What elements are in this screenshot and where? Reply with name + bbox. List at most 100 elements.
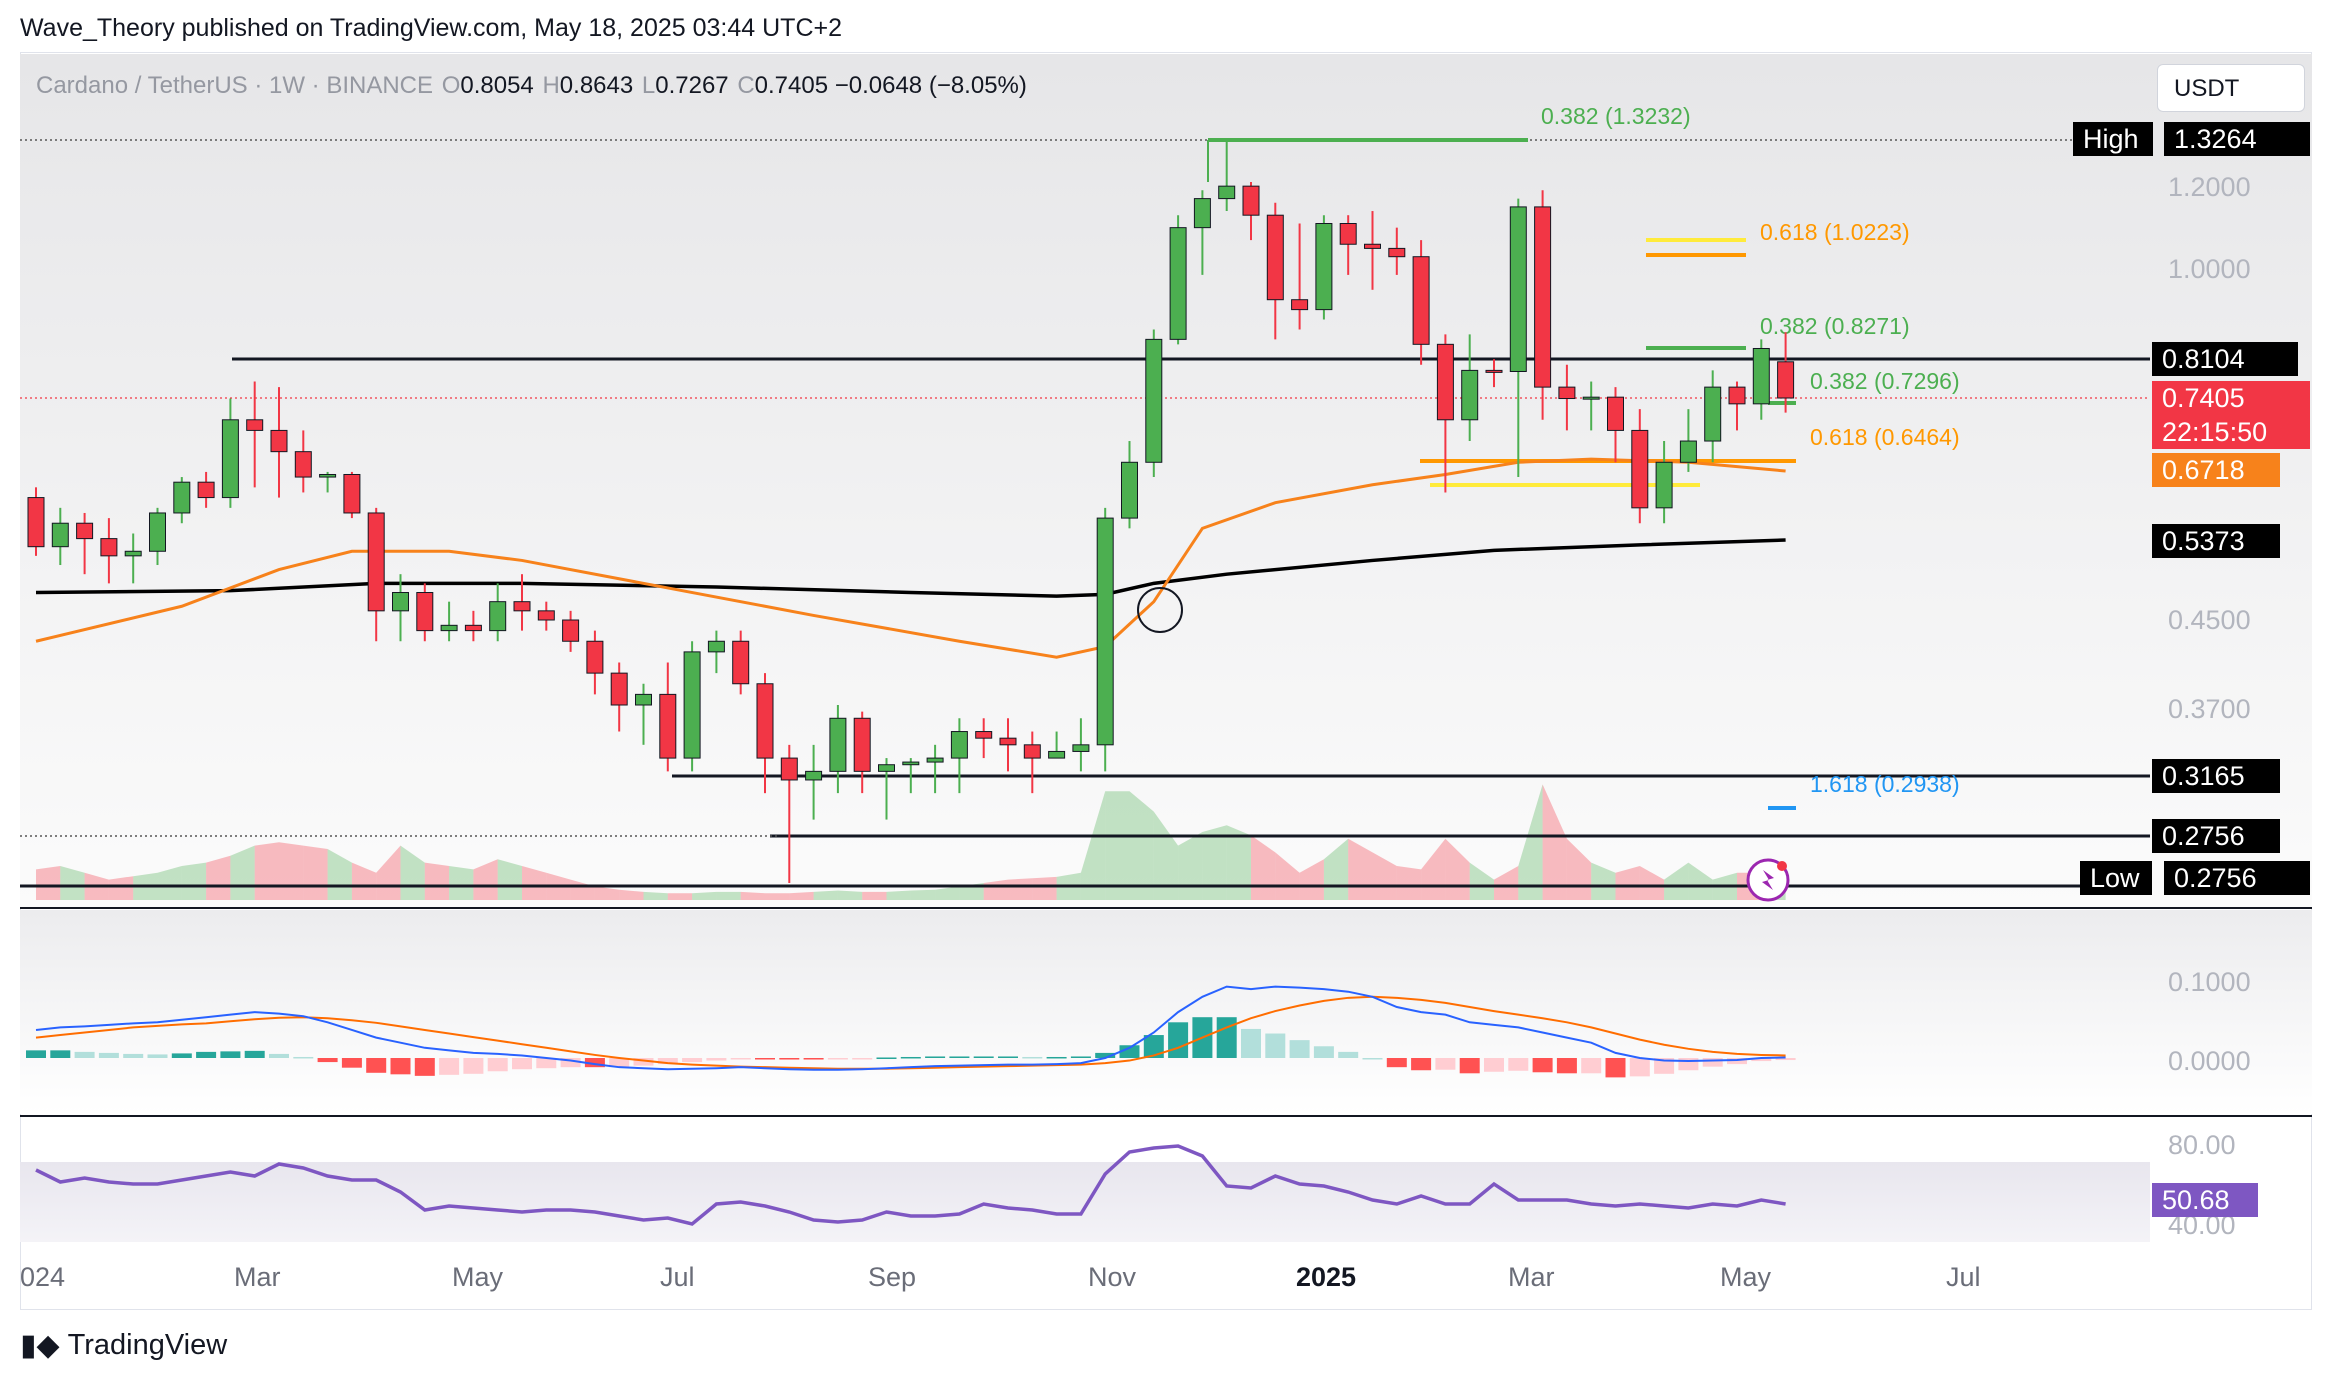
cross-marker (1137, 587, 1183, 633)
tv-logo-icon: ▮◆ (20, 1329, 60, 1362)
candle-body (1364, 243, 1381, 249)
candle (1704, 370, 1722, 463)
candle-body (197, 481, 215, 499)
candle (1679, 409, 1697, 472)
macd-histogram-bar (147, 1054, 168, 1058)
macd-histogram-bar (1727, 1058, 1747, 1065)
volume-segment (862, 891, 887, 900)
candle-body (780, 757, 798, 781)
candle-body (173, 481, 191, 514)
macd-histogram-bar (755, 1058, 775, 1060)
candle (1509, 198, 1527, 478)
volume-segment (497, 859, 522, 900)
volume-segment (1639, 866, 1665, 900)
currency-button[interactable]: USDT (2157, 64, 2305, 112)
price-tag: 0.5373 (2152, 524, 2280, 558)
tradingview-logo[interactable]: ▮◆ TradingView (20, 1328, 227, 1363)
volume-segment (643, 891, 668, 900)
macd-histogram-bar (949, 1056, 970, 1058)
candle-body (1315, 223, 1333, 311)
macd-histogram-bar (390, 1058, 411, 1075)
macd-histogram-bar (1654, 1058, 1675, 1074)
candle (1315, 215, 1333, 320)
candle-body (1679, 440, 1697, 463)
candle (1121, 441, 1138, 529)
candle (1728, 381, 1746, 431)
macd-histogram-bar (1046, 1056, 1067, 1059)
volume-segment (1299, 859, 1324, 900)
volume-segment (1518, 784, 1543, 900)
candle (707, 630, 725, 674)
candle (197, 471, 215, 508)
macd-histogram-bar (1702, 1058, 1723, 1067)
candle (1388, 227, 1406, 275)
candle-body (367, 512, 385, 612)
candle (1218, 140, 1236, 212)
change-value: −0.0648 (−8.05%) (834, 72, 1027, 99)
macd-histogram-bar (1168, 1022, 1189, 1058)
price-tag: Low (2080, 861, 2152, 895)
volume-segment (983, 879, 1008, 900)
candle (999, 718, 1017, 772)
candle (1339, 215, 1357, 275)
candle (732, 630, 750, 695)
candle (294, 430, 312, 493)
candle (27, 487, 45, 556)
price-tag: 0.6718 (2152, 453, 2280, 487)
candle-body (586, 640, 604, 674)
candle-body (1193, 198, 1211, 229)
candle-body (756, 683, 774, 759)
macd-histogram-bar (512, 1058, 532, 1070)
time-axis-label: Jul (1946, 1262, 1981, 1292)
volume-segment (1494, 866, 1519, 900)
volume-segment (765, 893, 790, 900)
candle-body (1485, 369, 1503, 373)
candle (1582, 381, 1600, 431)
macd-histogram-bar (852, 1058, 873, 1060)
candle-body (1728, 386, 1746, 405)
candle (1072, 718, 1090, 772)
macd-histogram-bar (1435, 1058, 1456, 1070)
macd-histogram-bar (293, 1056, 314, 1059)
candle-body (1704, 386, 1722, 442)
candle-body (440, 624, 458, 632)
fib-label: 0.382 (1.3232) (1541, 103, 1691, 129)
macd-histogram-bar (1143, 1035, 1164, 1058)
price-tag: 50.68 (2152, 1183, 2258, 1217)
candle-body (1242, 185, 1260, 216)
macd-histogram-bar (439, 1058, 460, 1075)
time-axis-label: Mar (234, 1262, 281, 1292)
volume-segment (1226, 825, 1251, 900)
candle (221, 398, 239, 508)
candle-body (1412, 256, 1430, 345)
macd-histogram-bar (657, 1058, 678, 1065)
macd-histogram-bar (1508, 1058, 1529, 1071)
candle (416, 583, 434, 642)
candle-body (319, 473, 337, 478)
candle (1558, 364, 1576, 431)
publisher-header: Wave_Theory published on TradingView.com… (20, 14, 842, 42)
replay-icon (1746, 858, 1790, 902)
price-tag: 0.2756 (2152, 819, 2280, 853)
candle-body (1169, 227, 1187, 340)
macd-histogram-bar (123, 1053, 144, 1058)
volume-segment (181, 862, 207, 900)
macd-histogram-bar (50, 1050, 71, 1058)
macd-histogram-bar (609, 1058, 630, 1068)
candle (586, 630, 604, 695)
volume-segment (935, 886, 960, 900)
time-axis-label: Mar (1508, 1262, 1555, 1292)
candle-body (124, 550, 142, 557)
candle (149, 507, 166, 566)
symbol-title[interactable]: Cardano / TetherUS · 1W · BINANCE (36, 72, 434, 99)
volume-segment (716, 891, 741, 900)
candle-body (610, 672, 628, 706)
candle-body (416, 592, 434, 632)
candle-body (221, 419, 239, 499)
time-axis-label: Jul (660, 1262, 695, 1292)
volume-segment (1202, 825, 1227, 900)
macd-histogram-bar (998, 1056, 1018, 1058)
candle (659, 662, 677, 772)
candle-body (294, 451, 312, 478)
